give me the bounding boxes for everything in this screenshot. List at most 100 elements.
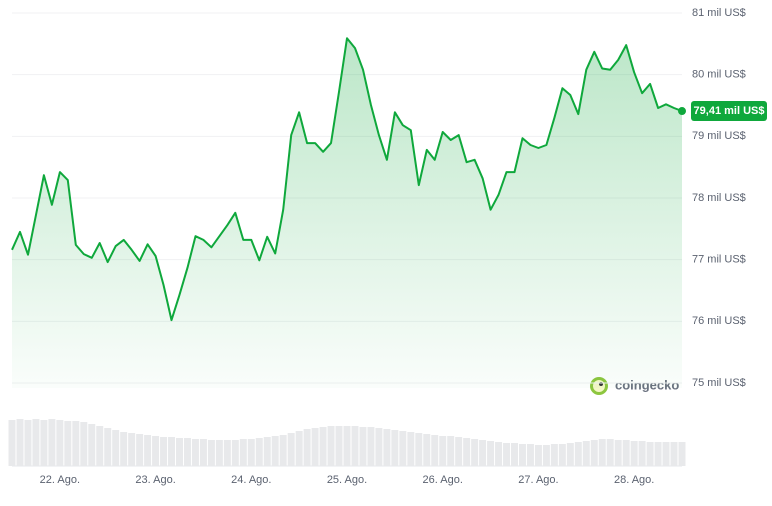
volume-bar	[606, 439, 614, 466]
x-tick-label: 28. Ago.	[614, 474, 654, 486]
volume-bar	[582, 441, 590, 466]
volume-bar	[295, 431, 303, 466]
volume-bar	[574, 442, 582, 466]
volume-bar	[160, 437, 168, 466]
volume-bar	[72, 421, 80, 466]
volume-bar	[590, 440, 598, 466]
value-label-box	[691, 101, 767, 122]
volume-bar	[176, 438, 183, 466]
volume-bar	[24, 420, 32, 466]
volume-bar	[670, 442, 678, 466]
volume-bar	[231, 440, 239, 466]
volume-bar	[8, 420, 16, 466]
volume-bar	[503, 443, 511, 466]
volume-bar	[375, 428, 383, 466]
volume-bar	[407, 432, 415, 466]
volume-bar	[542, 445, 550, 466]
volume-bar	[239, 439, 247, 466]
y-tick-label: 80 mil US$	[692, 69, 746, 81]
volume-bar	[646, 442, 654, 466]
volume-bar	[598, 439, 606, 466]
volume-bar	[455, 437, 463, 466]
volume-bar	[383, 429, 391, 466]
volume-bar	[351, 426, 359, 466]
volume-bar	[343, 426, 351, 466]
volume-bar	[479, 440, 487, 466]
x-tick-label: 24. Ago.	[231, 474, 271, 486]
volume-bar	[487, 441, 495, 466]
volume-bar	[191, 439, 199, 466]
y-tick-label: 77 mil US$	[692, 254, 746, 266]
volume-bar	[32, 419, 40, 466]
volume-bar	[136, 434, 144, 466]
volume-bar	[558, 444, 566, 466]
volume-bar	[255, 438, 263, 466]
volume-bar	[327, 426, 335, 466]
volume-bar	[367, 427, 375, 466]
volume-bar	[678, 442, 686, 466]
volume-bar	[112, 430, 120, 466]
volume-bar	[311, 428, 319, 466]
y-tick-label: 76 mil US$	[692, 315, 746, 327]
area	[12, 38, 682, 389]
volume-bar	[64, 421, 72, 466]
volume-bar	[654, 442, 662, 466]
volume-bar	[662, 442, 670, 466]
last-point	[678, 107, 686, 116]
volume-bar	[152, 436, 160, 466]
volume-bar	[80, 422, 88, 466]
volume-bar	[518, 444, 526, 466]
volume-bar	[471, 439, 479, 466]
volume-bar	[88, 424, 96, 466]
y-tick-label: 81 mil US$	[692, 7, 746, 19]
volume-bar	[48, 419, 56, 466]
volume-bar	[526, 444, 534, 466]
volume-bar	[96, 426, 104, 466]
volume-bar	[566, 443, 574, 466]
volume-bar	[614, 440, 622, 466]
volume-bar	[56, 420, 64, 466]
volume-bar	[415, 433, 423, 466]
value-label: 79,41 mil US$	[694, 105, 765, 117]
volume-bar	[622, 440, 630, 466]
volume-bar	[391, 430, 399, 466]
volume-bar	[223, 440, 231, 466]
volume-bar	[287, 433, 295, 466]
volume-bar	[16, 419, 24, 466]
volume-bar	[215, 440, 223, 466]
volume-bar	[168, 437, 176, 466]
volume-bar	[439, 436, 447, 466]
volume-bar	[550, 444, 558, 466]
volume-bar	[303, 429, 311, 466]
y-tick-label: 78 mil US$	[692, 192, 746, 204]
volume-bar	[207, 440, 215, 466]
x-tick-label: 26. Ago.	[423, 474, 463, 486]
x-tick-label: 25. Ago.	[327, 474, 367, 486]
volume-bar	[279, 435, 287, 466]
volume-bar	[335, 426, 343, 466]
volume-bar	[495, 442, 503, 466]
x-tick-label: 27. Ago.	[518, 474, 558, 486]
volume-bar	[423, 434, 431, 466]
volume-bar	[144, 435, 152, 466]
x-tick-label: 23. Ago.	[135, 474, 175, 486]
volume-bar	[463, 438, 471, 466]
volume-bar	[431, 435, 439, 466]
volume-bar	[534, 445, 542, 466]
y-tick-label: 79 mil US$	[692, 130, 746, 142]
y-tick-label: 75 mil US$	[692, 377, 746, 389]
volume-bar	[271, 436, 279, 466]
volume-bar	[104, 428, 112, 466]
volume-bar	[359, 427, 367, 466]
volume-bar	[199, 439, 207, 466]
price-line	[11, 37, 683, 322]
x-tick-label: 22. Ago.	[40, 474, 80, 486]
volume-bar	[40, 420, 48, 466]
volume-bar	[447, 436, 455, 466]
volume-bar	[511, 443, 518, 466]
volume-bar	[183, 438, 191, 466]
volume-bar	[399, 431, 407, 466]
volume-bar	[128, 433, 136, 466]
volume-bar	[120, 432, 128, 466]
